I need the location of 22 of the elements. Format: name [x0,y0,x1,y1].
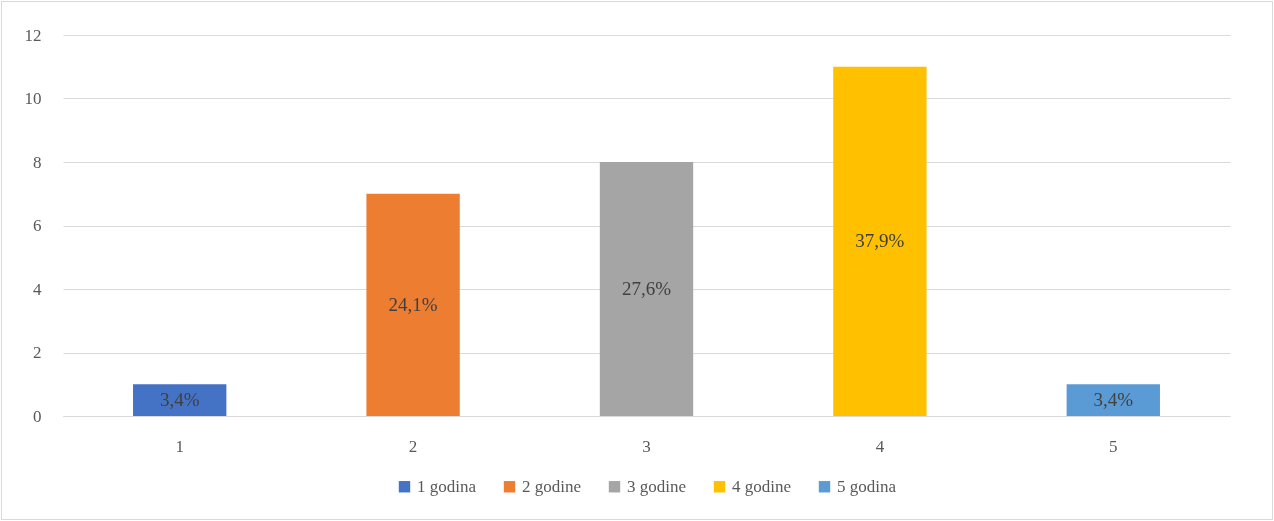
y-tick-label: 4 [33,279,42,299]
x-tick-label: 1 [175,436,184,456]
legend-label: 4 godine [732,476,792,496]
legend-label: 2 godine [522,476,582,496]
x-tick-label: 2 [408,436,418,456]
legend-label: 1 godina [417,476,477,496]
annotation: 27,6% [621,278,672,299]
y-tick-label: 2 [33,343,42,362]
annotation: 3,4% [1093,389,1134,411]
annotation: 37,9% [855,230,905,252]
x-tick-label: 4 [875,436,885,456]
y-tick-label: 6 [33,216,42,235]
y-tick-label: 10 [24,89,42,108]
annotation: 3,4% [159,389,200,411]
x-tick-label: 3 [642,436,651,456]
y-tick-label: 0 [33,406,42,426]
x-tick-label: 5 [1109,436,1118,456]
annotation: 24,1% [388,293,438,315]
y-tick-label: 12 [24,25,42,45]
legend-label: 3 godine [627,476,687,496]
y-tick-label: 8 [33,152,42,172]
legend-label: 5 godina [837,476,897,496]
